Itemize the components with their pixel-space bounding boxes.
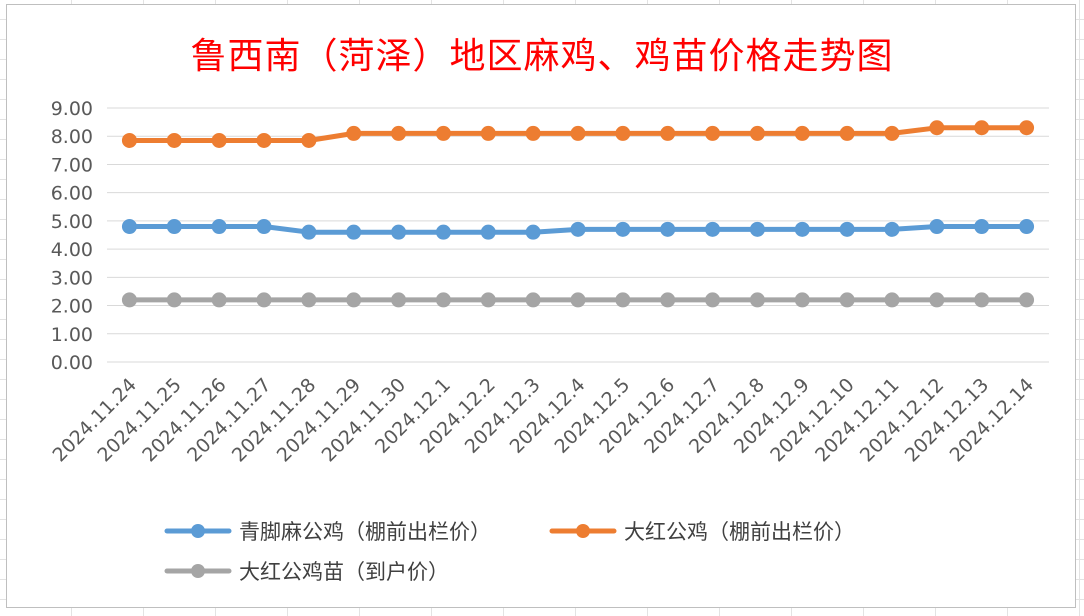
y-tick-label: 1.00 xyxy=(51,324,93,346)
data-point xyxy=(480,125,496,141)
series-2 xyxy=(121,120,1035,148)
y-tick-label: 7.00 xyxy=(51,154,93,176)
data-point xyxy=(1019,219,1035,235)
y-tick-label: 4.00 xyxy=(51,239,93,261)
data-point xyxy=(525,292,541,308)
data-point xyxy=(929,292,945,308)
data-point xyxy=(974,292,990,308)
data-point xyxy=(705,125,721,141)
data-point xyxy=(660,221,676,237)
data-point xyxy=(301,224,317,240)
data-point xyxy=(121,292,137,308)
data-point xyxy=(166,132,182,148)
data-point xyxy=(121,132,137,148)
data-point xyxy=(974,120,990,136)
data-point xyxy=(705,292,721,308)
data-point xyxy=(211,219,227,235)
chart-title: 鲁西南（菏泽）地区麻鸡、鸡苗价格走势图 xyxy=(190,36,894,77)
line-chart: 0.00 1.00 2.00 3.00 4.00 5.00 6.00 7.00 8.00 9.00… xyxy=(48,98,1049,584)
data-point xyxy=(615,125,631,141)
y-tick-label: 9.00 xyxy=(51,98,93,120)
data-point xyxy=(839,125,855,141)
legend-label: 大红公鸡苗（到户价） xyxy=(239,560,449,584)
legend-label: 青脚麻公鸡（棚前出栏价） xyxy=(239,520,491,544)
data-point xyxy=(839,221,855,237)
data-point xyxy=(660,125,676,141)
data-point xyxy=(1019,292,1035,308)
data-point xyxy=(570,292,586,308)
data-point xyxy=(929,120,945,136)
data-point xyxy=(615,221,631,237)
series-1 xyxy=(121,219,1035,240)
data-point xyxy=(121,219,137,235)
data-point xyxy=(1019,120,1035,136)
data-point xyxy=(435,125,451,141)
legend-entry[interactable]: 青脚麻公鸡（棚前出栏价） xyxy=(164,520,491,544)
data-point xyxy=(256,132,272,148)
y-tick-label: 8.00 xyxy=(51,126,93,148)
data-point xyxy=(391,224,407,240)
data-point xyxy=(166,292,182,308)
data-point xyxy=(480,224,496,240)
data-point xyxy=(301,292,317,308)
data-point xyxy=(839,292,855,308)
data-point xyxy=(391,292,407,308)
data-point xyxy=(435,224,451,240)
data-point xyxy=(749,292,765,308)
data-point xyxy=(256,219,272,235)
data-point xyxy=(794,221,810,237)
data-point xyxy=(929,219,945,235)
data-point xyxy=(884,125,900,141)
data-point xyxy=(525,125,541,141)
data-point xyxy=(346,224,362,240)
data-point xyxy=(211,132,227,148)
data-point xyxy=(794,125,810,141)
y-tick-label: 5.00 xyxy=(51,211,93,233)
data-point xyxy=(974,219,990,235)
y-tick-label: 6.00 xyxy=(51,183,93,205)
legend-swatch-marker xyxy=(191,564,205,578)
chart-area[interactable]: 鲁西南（菏泽）地区麻鸡、鸡苗价格走势图 0.00 1.00 2.00 3.00 4.00… xyxy=(6,4,1076,608)
data-point xyxy=(301,132,317,148)
legend-entry[interactable]: 大红公鸡（棚前出栏价） xyxy=(549,520,855,544)
data-point xyxy=(794,292,810,308)
y-tick-label: 0.00 xyxy=(51,352,93,374)
legend-swatch-marker xyxy=(576,524,590,538)
data-point xyxy=(211,292,227,308)
data-point xyxy=(346,292,362,308)
data-point xyxy=(705,221,721,237)
data-point xyxy=(660,292,676,308)
data-point xyxy=(615,292,631,308)
data-point xyxy=(884,292,900,308)
legend-label: 大红公鸡（棚前出栏价） xyxy=(624,520,855,544)
data-point xyxy=(435,292,451,308)
data-point xyxy=(391,125,407,141)
data-point xyxy=(480,292,496,308)
y-tick-label: 3.00 xyxy=(51,267,93,289)
data-point xyxy=(749,221,765,237)
data-point xyxy=(570,125,586,141)
data-point xyxy=(166,219,182,235)
data-point xyxy=(884,221,900,237)
data-point xyxy=(570,221,586,237)
data-point xyxy=(256,292,272,308)
legend-entry[interactable]: 大红公鸡苗（到户价） xyxy=(164,560,449,584)
series-3 xyxy=(121,292,1035,308)
data-point xyxy=(346,125,362,141)
data-point xyxy=(525,224,541,240)
legend-swatch-marker xyxy=(191,524,205,538)
y-tick-label: 2.00 xyxy=(51,296,93,318)
data-point xyxy=(749,125,765,141)
